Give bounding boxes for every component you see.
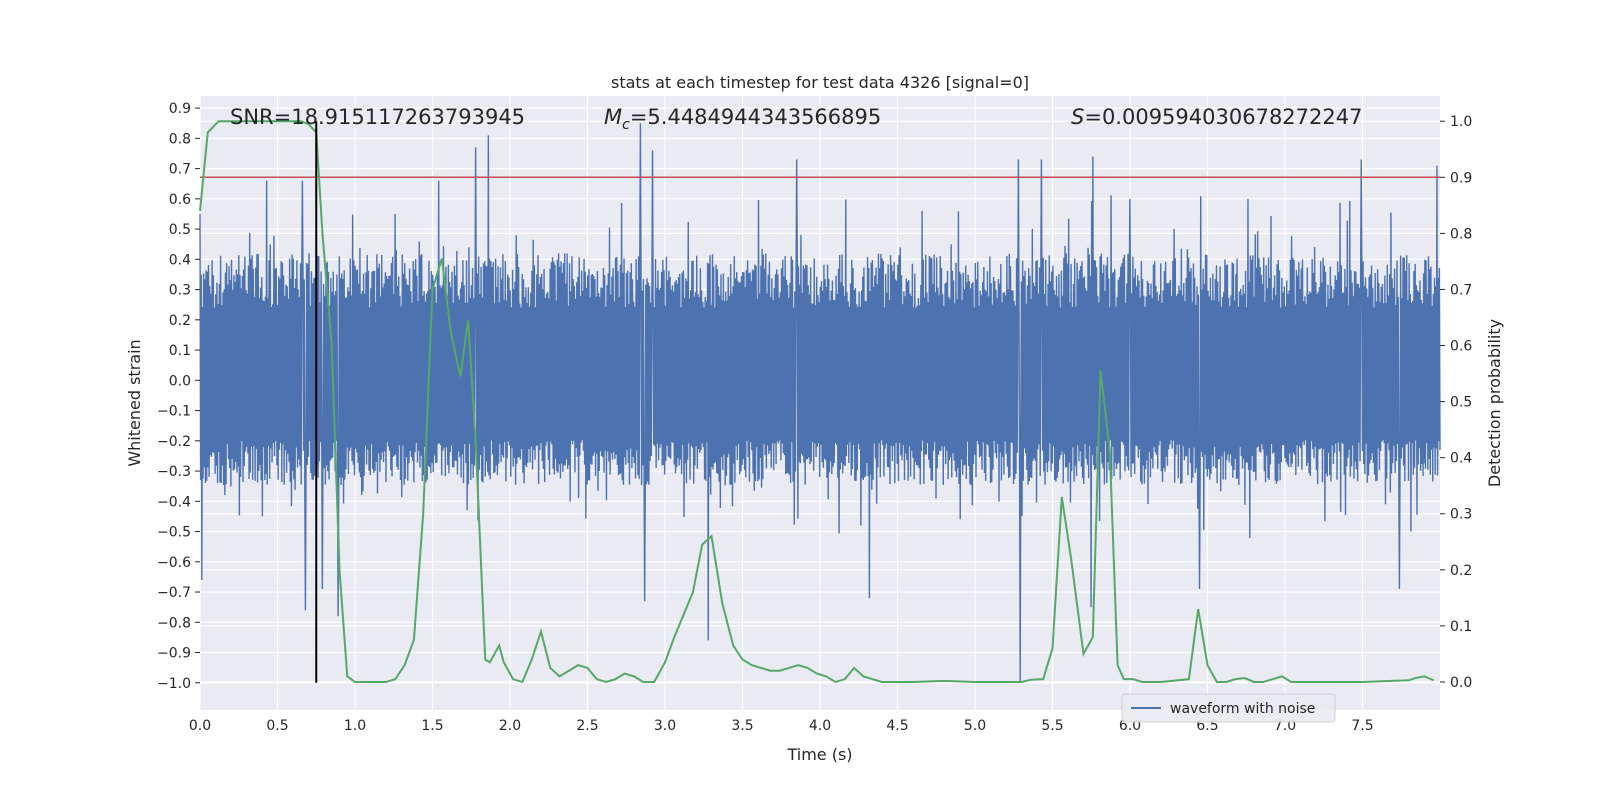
x-axis-label: Time (s): [786, 745, 852, 764]
chirp-mass-subscript: c: [622, 117, 630, 133]
y-right-tick-label: 0.5: [1450, 395, 1472, 411]
x-tick-label: 0.5: [266, 718, 288, 734]
y-left-tick-label: −0.3: [157, 464, 191, 480]
y-left-tick-label: 0.5: [169, 222, 191, 238]
y-left-tick-label: 0.1: [169, 343, 191, 359]
y-right-tick-label: 0.1: [1450, 619, 1472, 635]
chirp-mass-annotation: Mc=5.4484944343566895: [604, 105, 881, 133]
legend-waveform-label: waveform with noise: [1170, 701, 1315, 717]
y-left-tick-label: 0.6: [169, 192, 191, 208]
y-left-tick-label: −0.2: [157, 434, 191, 450]
x-tick-label: 1.5: [421, 718, 443, 734]
y-left-tick-label: −1.0: [157, 676, 191, 692]
x-tick-label: 0.0: [189, 718, 211, 734]
snr-annotation: SNR=18.915117263793945: [230, 105, 525, 129]
y-left-tick-label: −0.9: [157, 646, 191, 662]
s-annotation: S=0.009594030678272247: [1071, 105, 1362, 129]
x-tick-label: 4.5: [886, 718, 908, 734]
y-right-tick-label: 0.3: [1450, 507, 1472, 523]
y-left-tick-label: −0.6: [157, 555, 191, 571]
y-right-axis-ticks: 1.0 0.9 0.8 0.7 0.6 0.5 0.4 0.3 0.2 0.1 0.0: [1440, 114, 1472, 691]
y-left-tick-label: −0.4: [157, 494, 191, 510]
y-left-tick-label: 0.7: [169, 162, 191, 178]
probability-line: [199, 120, 1435, 684]
x-tick-label: 4.0: [809, 718, 831, 734]
y-left-tick-label: −0.5: [157, 525, 191, 541]
y-right-tick-label: 0.4: [1450, 451, 1472, 467]
legend: waveform with noise: [1121, 693, 1336, 723]
y-right-axis-label: Detection probability: [1485, 319, 1504, 487]
y-left-axis-label: Whitened strain: [125, 339, 144, 466]
waveform-path: [199, 123, 1441, 683]
x-tick-label: 7.5: [1351, 718, 1373, 734]
x-tick-label: 5.5: [1041, 718, 1063, 734]
y-left-tick-label: 0.3: [169, 283, 191, 299]
y-left-tick-label: −0.1: [157, 404, 191, 420]
y-left-axis-ticks: 0.9 0.8 0.7 0.6 0.5 0.4 0.3 0.2 0.1 0.0 −0.1 −0.2 −0…: [157, 101, 200, 692]
chirp-mass-value: =5.4484944343566895: [630, 105, 881, 129]
y-right-tick-label: 0.9: [1450, 170, 1472, 186]
y-right-tick-label: 0.2: [1450, 563, 1472, 579]
y-right-tick-label: 0.8: [1450, 226, 1472, 242]
x-tick-label: 2.5: [576, 718, 598, 734]
chart-title: stats at each timestep for test data 432…: [611, 73, 1029, 92]
y-left-tick-label: 0.4: [169, 252, 191, 268]
x-tick-label: 3.0: [654, 718, 676, 734]
x-tick-label: 3.5: [731, 718, 753, 734]
y-left-tick-label: 0.9: [169, 101, 191, 117]
x-tick-label: 2.0: [499, 718, 521, 734]
y-left-tick-label: −0.8: [157, 615, 191, 631]
legend-box: [1121, 693, 1336, 723]
y-right-tick-label: 0.0: [1450, 675, 1472, 691]
y-left-tick-label: 0.8: [169, 131, 191, 147]
s-symbol: S: [1071, 105, 1084, 129]
y-right-tick-label: 0.6: [1450, 339, 1472, 355]
y-left-tick-label: 0.0: [169, 373, 191, 389]
y-left-tick-label: 0.2: [169, 313, 191, 329]
s-value: =0.009594030678272247: [1084, 105, 1362, 129]
waveform-series: [199, 123, 1441, 683]
y-right-tick-label: 0.7: [1450, 282, 1472, 298]
x-tick-label: 5.0: [964, 718, 986, 734]
x-tick-label: 1.0: [344, 718, 366, 734]
chirp-mass-symbol: M: [604, 105, 622, 129]
y-right-tick-label: 1.0: [1450, 114, 1472, 130]
y-left-tick-label: −0.7: [157, 585, 191, 601]
